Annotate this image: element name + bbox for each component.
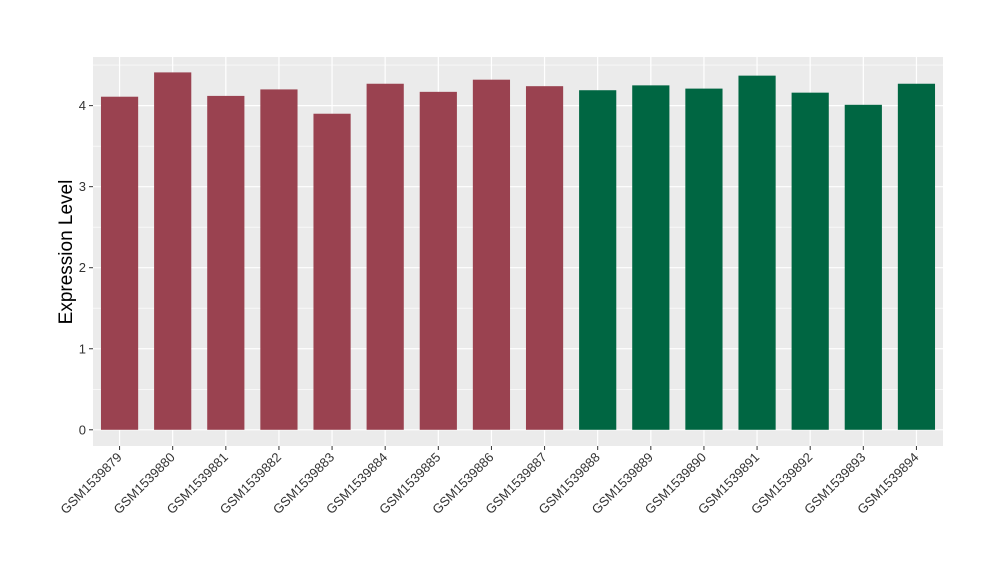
bars (100, 72, 936, 430)
y-tick-label: 2 (79, 260, 86, 275)
bar-gsm1539886 (472, 79, 511, 430)
bar-gsm1539879 (100, 96, 139, 430)
bar-gsm1539888 (579, 90, 617, 430)
y-tick-label: 0 (79, 422, 86, 437)
y-tick-label: 4 (79, 98, 86, 113)
bar-gsm1539884 (366, 83, 404, 430)
bar-gsm1539887 (525, 86, 564, 430)
y-tick-label: 1 (79, 341, 86, 356)
bar-gsm1539893 (844, 104, 882, 430)
bar-gsm1539894 (897, 83, 936, 430)
bar-gsm1539880 (154, 72, 192, 430)
x-axis: GSM1539879GSM1539880GSM1539881GSM1539882… (57, 446, 922, 517)
y-tick-label: 3 (79, 179, 86, 194)
bar-gsm1539889 (632, 85, 670, 430)
bar-gsm1539881 (207, 95, 245, 430)
bar-gsm1539890 (685, 88, 723, 430)
bar-gsm1539883 (313, 113, 351, 430)
bar-gsm1539885 (419, 91, 457, 430)
bar-gsm1539892 (791, 92, 829, 430)
bar-gsm1539891 (738, 75, 776, 430)
bar-gsm1539882 (260, 89, 298, 430)
y-axis-title: Expression Level (56, 180, 77, 325)
y-axis: 0 1 2 3 4 (79, 98, 93, 437)
